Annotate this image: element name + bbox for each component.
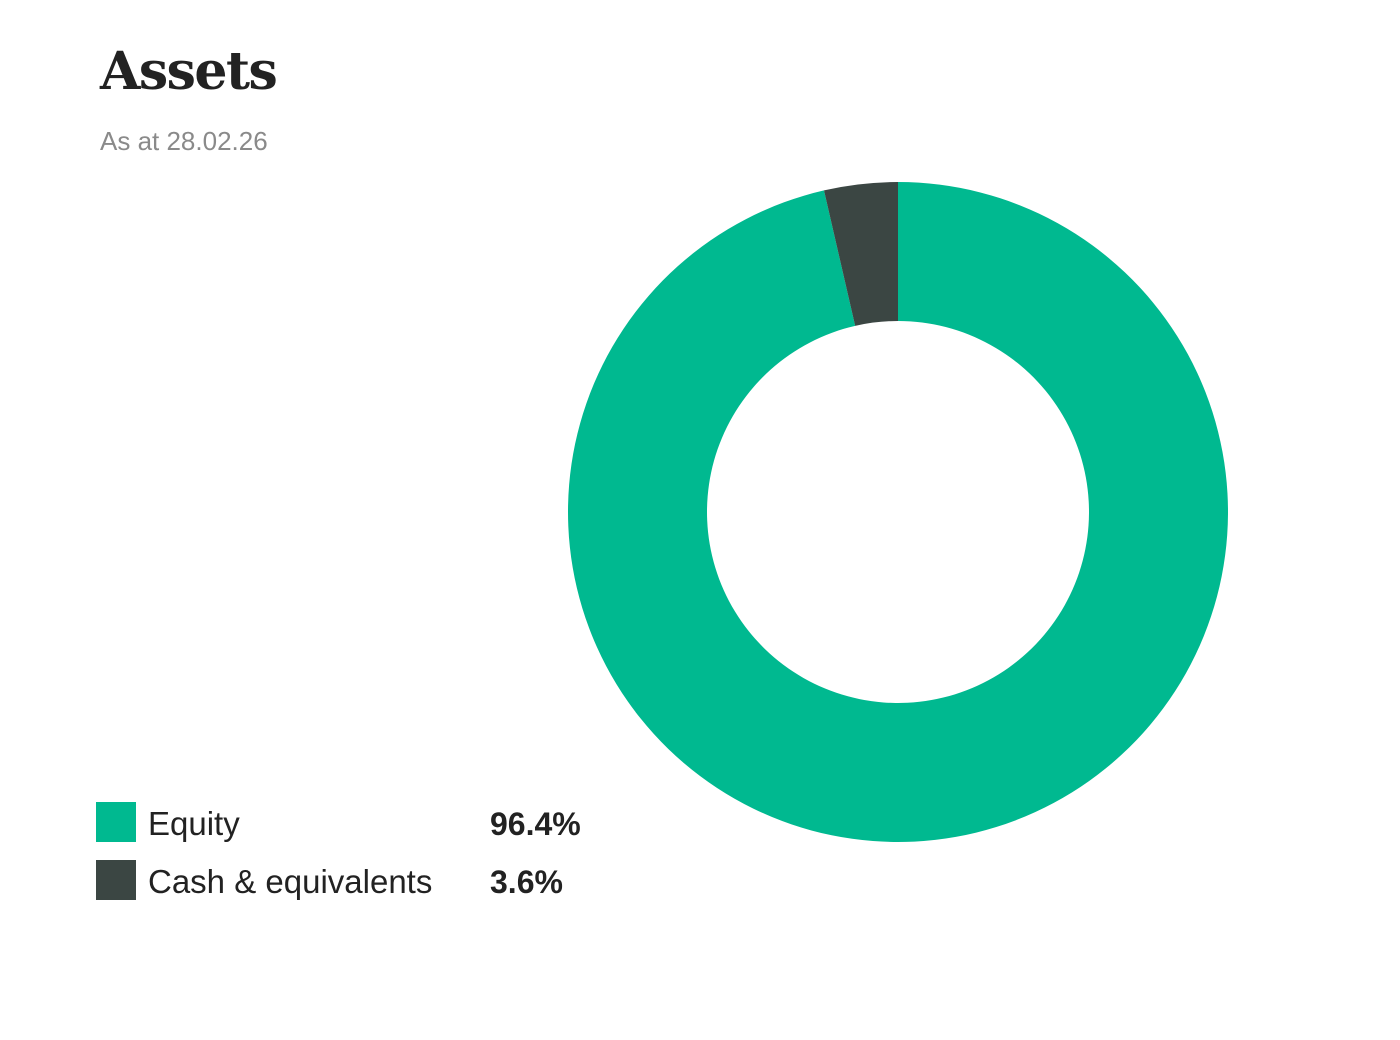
legend-label: Equity <box>148 805 240 842</box>
donut-segment-equity[interactable] <box>567 182 1228 842</box>
legend-label: Cash & equivalents <box>148 863 433 900</box>
legend-value: 96.4% <box>490 806 581 842</box>
legend-value: 3.6% <box>490 864 563 900</box>
donut-segment-cash-equivalents[interactable] <box>823 182 898 326</box>
legend-swatch-equity <box>96 802 136 842</box>
chart-title: Assets <box>100 41 278 102</box>
legend-swatch-cash-equivalents <box>96 860 136 900</box>
as-at-date: As at 28.02.26 <box>100 126 268 156</box>
